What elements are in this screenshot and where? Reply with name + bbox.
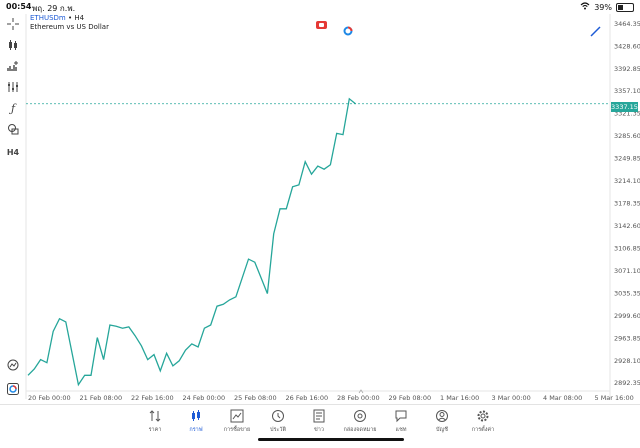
- loading-ring-icon[interactable]: [343, 21, 353, 40]
- scroll-indicator-icon[interactable]: [358, 389, 364, 394]
- time-tick-label: 25 Feb 08:00: [234, 394, 277, 402]
- tab-label: การตั้งค่า: [471, 427, 495, 433]
- exness-badge-icon[interactable]: [6, 382, 20, 396]
- time-tick-label: 4 Mar 08:00: [543, 394, 582, 402]
- candles-icon: [192, 410, 200, 421]
- price-tick-label: 2928.10: [614, 357, 640, 365]
- drawing-toolbar: ƒ H4: [0, 14, 26, 399]
- symbol-description: Ethereum vs US Dollar: [30, 23, 109, 31]
- tab-label: แชท: [395, 427, 407, 433]
- tab-trade[interactable]: การซื้อขาย: [215, 409, 259, 434]
- price-tick-label: 3035.35: [614, 289, 640, 297]
- time-tick-label: 3 Mar 00:00: [492, 394, 531, 402]
- current-price-tag: 3337.15: [611, 102, 638, 112]
- history-icon: [272, 410, 284, 422]
- tab-mailbox[interactable]: กล่องจดหมาย: [338, 409, 382, 434]
- tab-chat[interactable]: แชท: [379, 409, 423, 434]
- bottom-tab-bar: ราคา กราฟ การซื้อขาย ประวัติ ข่าว กล่องจ…: [0, 404, 640, 448]
- time-tick-label: 28 Feb 00:00: [337, 394, 380, 402]
- chart-header: ETHUSDm • H4 Ethereum vs US Dollar: [30, 14, 109, 32]
- price-tick-label: 3357.10: [614, 87, 640, 95]
- tab-history[interactable]: ประวัติ: [256, 409, 300, 434]
- tab-label: การซื้อขาย: [223, 427, 251, 433]
- indicators-icon[interactable]: [6, 59, 20, 73]
- trade-icon: [230, 409, 244, 423]
- time-tick-label: 5 Mar 16:00: [595, 394, 634, 402]
- battery-percent: 39%: [594, 2, 612, 12]
- price-tick-label: 3392.85: [614, 65, 640, 73]
- price-tick-label: 2999.60: [614, 312, 640, 320]
- price-tick-label: 3464.35: [614, 20, 640, 28]
- time-tick-label: 1 Mar 16:00: [440, 394, 479, 402]
- settings-lines-icon[interactable]: [6, 80, 20, 94]
- tab-chart[interactable]: กราฟ: [174, 409, 218, 434]
- price-tick-label: 3142.60: [614, 222, 640, 230]
- news-icon: [313, 409, 325, 423]
- time-axis: 20 Feb 00:00 21 Feb 08:00 22 Feb 16:00 24 F…: [28, 394, 634, 402]
- price-tick-label: 2892.35: [614, 379, 640, 387]
- home-indicator: [258, 438, 404, 441]
- time-tick-label: 26 Feb 16:00: [286, 394, 329, 402]
- tab-account[interactable]: บัญชี: [420, 409, 464, 434]
- status-bar: 00:54 พฤ. 29 ก.พ. 39%: [0, 0, 640, 14]
- status-time: 00:54: [6, 2, 32, 11]
- pen-icon[interactable]: [590, 22, 602, 41]
- price-tick-label: 3249.85: [614, 155, 640, 163]
- price-tick-label: 3321.35: [614, 110, 640, 118]
- price-tick-label: 3106.85: [614, 244, 640, 252]
- tab-label: กล่องจดหมาย: [343, 427, 377, 433]
- tab-settings[interactable]: การตั้งค่า: [461, 409, 505, 434]
- tab-news[interactable]: ข่าว: [297, 409, 341, 434]
- updown-icon: [149, 410, 161, 422]
- symbol-name[interactable]: ETHUSDm: [30, 14, 66, 22]
- status-right: 39%: [580, 2, 634, 12]
- tab-label: ประวัติ: [269, 427, 287, 433]
- time-tick-label: 21 Feb 08:00: [80, 394, 123, 402]
- gear-icon: [477, 410, 489, 422]
- flag-badge-icon[interactable]: [316, 21, 327, 29]
- time-tick-label: 22 Feb 16:00: [131, 394, 174, 402]
- price-tick-label: 3214.10: [614, 177, 640, 185]
- battery-fill: [618, 4, 624, 10]
- time-tick-label: 24 Feb 00:00: [183, 394, 226, 402]
- chart-center-icons: [316, 21, 353, 40]
- price-chart[interactable]: 3464.35 3428.60 3392.85 3357.10 3321.35 3285.…: [0, 0, 640, 404]
- shapes-icon[interactable]: [6, 122, 20, 136]
- tab-label: กราฟ: [189, 427, 203, 433]
- battery-icon: [616, 2, 634, 12]
- function-icon[interactable]: ƒ: [10, 101, 16, 115]
- chat-icon: [395, 410, 407, 423]
- price-tick-label: 3285.60: [614, 132, 640, 140]
- price-tick-label: 2963.85: [614, 334, 640, 342]
- time-tick-label: 29 Feb 08:00: [389, 394, 432, 402]
- tab-label: บัญชี: [436, 427, 448, 433]
- candles-icon[interactable]: [6, 38, 20, 52]
- time-tick-label: 20 Feb 00:00: [28, 394, 71, 402]
- timeframe-button[interactable]: H4: [6, 147, 20, 157]
- bot-icon[interactable]: [6, 358, 20, 372]
- status-date: พฤ. 29 ก.พ.: [32, 4, 76, 13]
- tab-quotes[interactable]: ราคา: [133, 409, 177, 434]
- timeframe-label: • H4: [67, 14, 85, 22]
- tab-label: ข่าว: [314, 427, 324, 433]
- price-axis: 3464.35 3428.60 3392.85 3357.10 3321.35 3285.…: [614, 20, 640, 387]
- wifi-icon: [580, 2, 590, 12]
- mail-icon: [354, 410, 366, 422]
- crosshair-icon[interactable]: [6, 17, 20, 31]
- account-icon: [436, 410, 448, 422]
- price-tick-label: 3071.10: [614, 267, 640, 275]
- price-tick-label: 3178.35: [614, 200, 640, 208]
- tab-label: ราคา: [148, 427, 162, 433]
- price-series-line: [27, 97, 357, 387]
- price-tick-label: 3428.60: [614, 42, 640, 50]
